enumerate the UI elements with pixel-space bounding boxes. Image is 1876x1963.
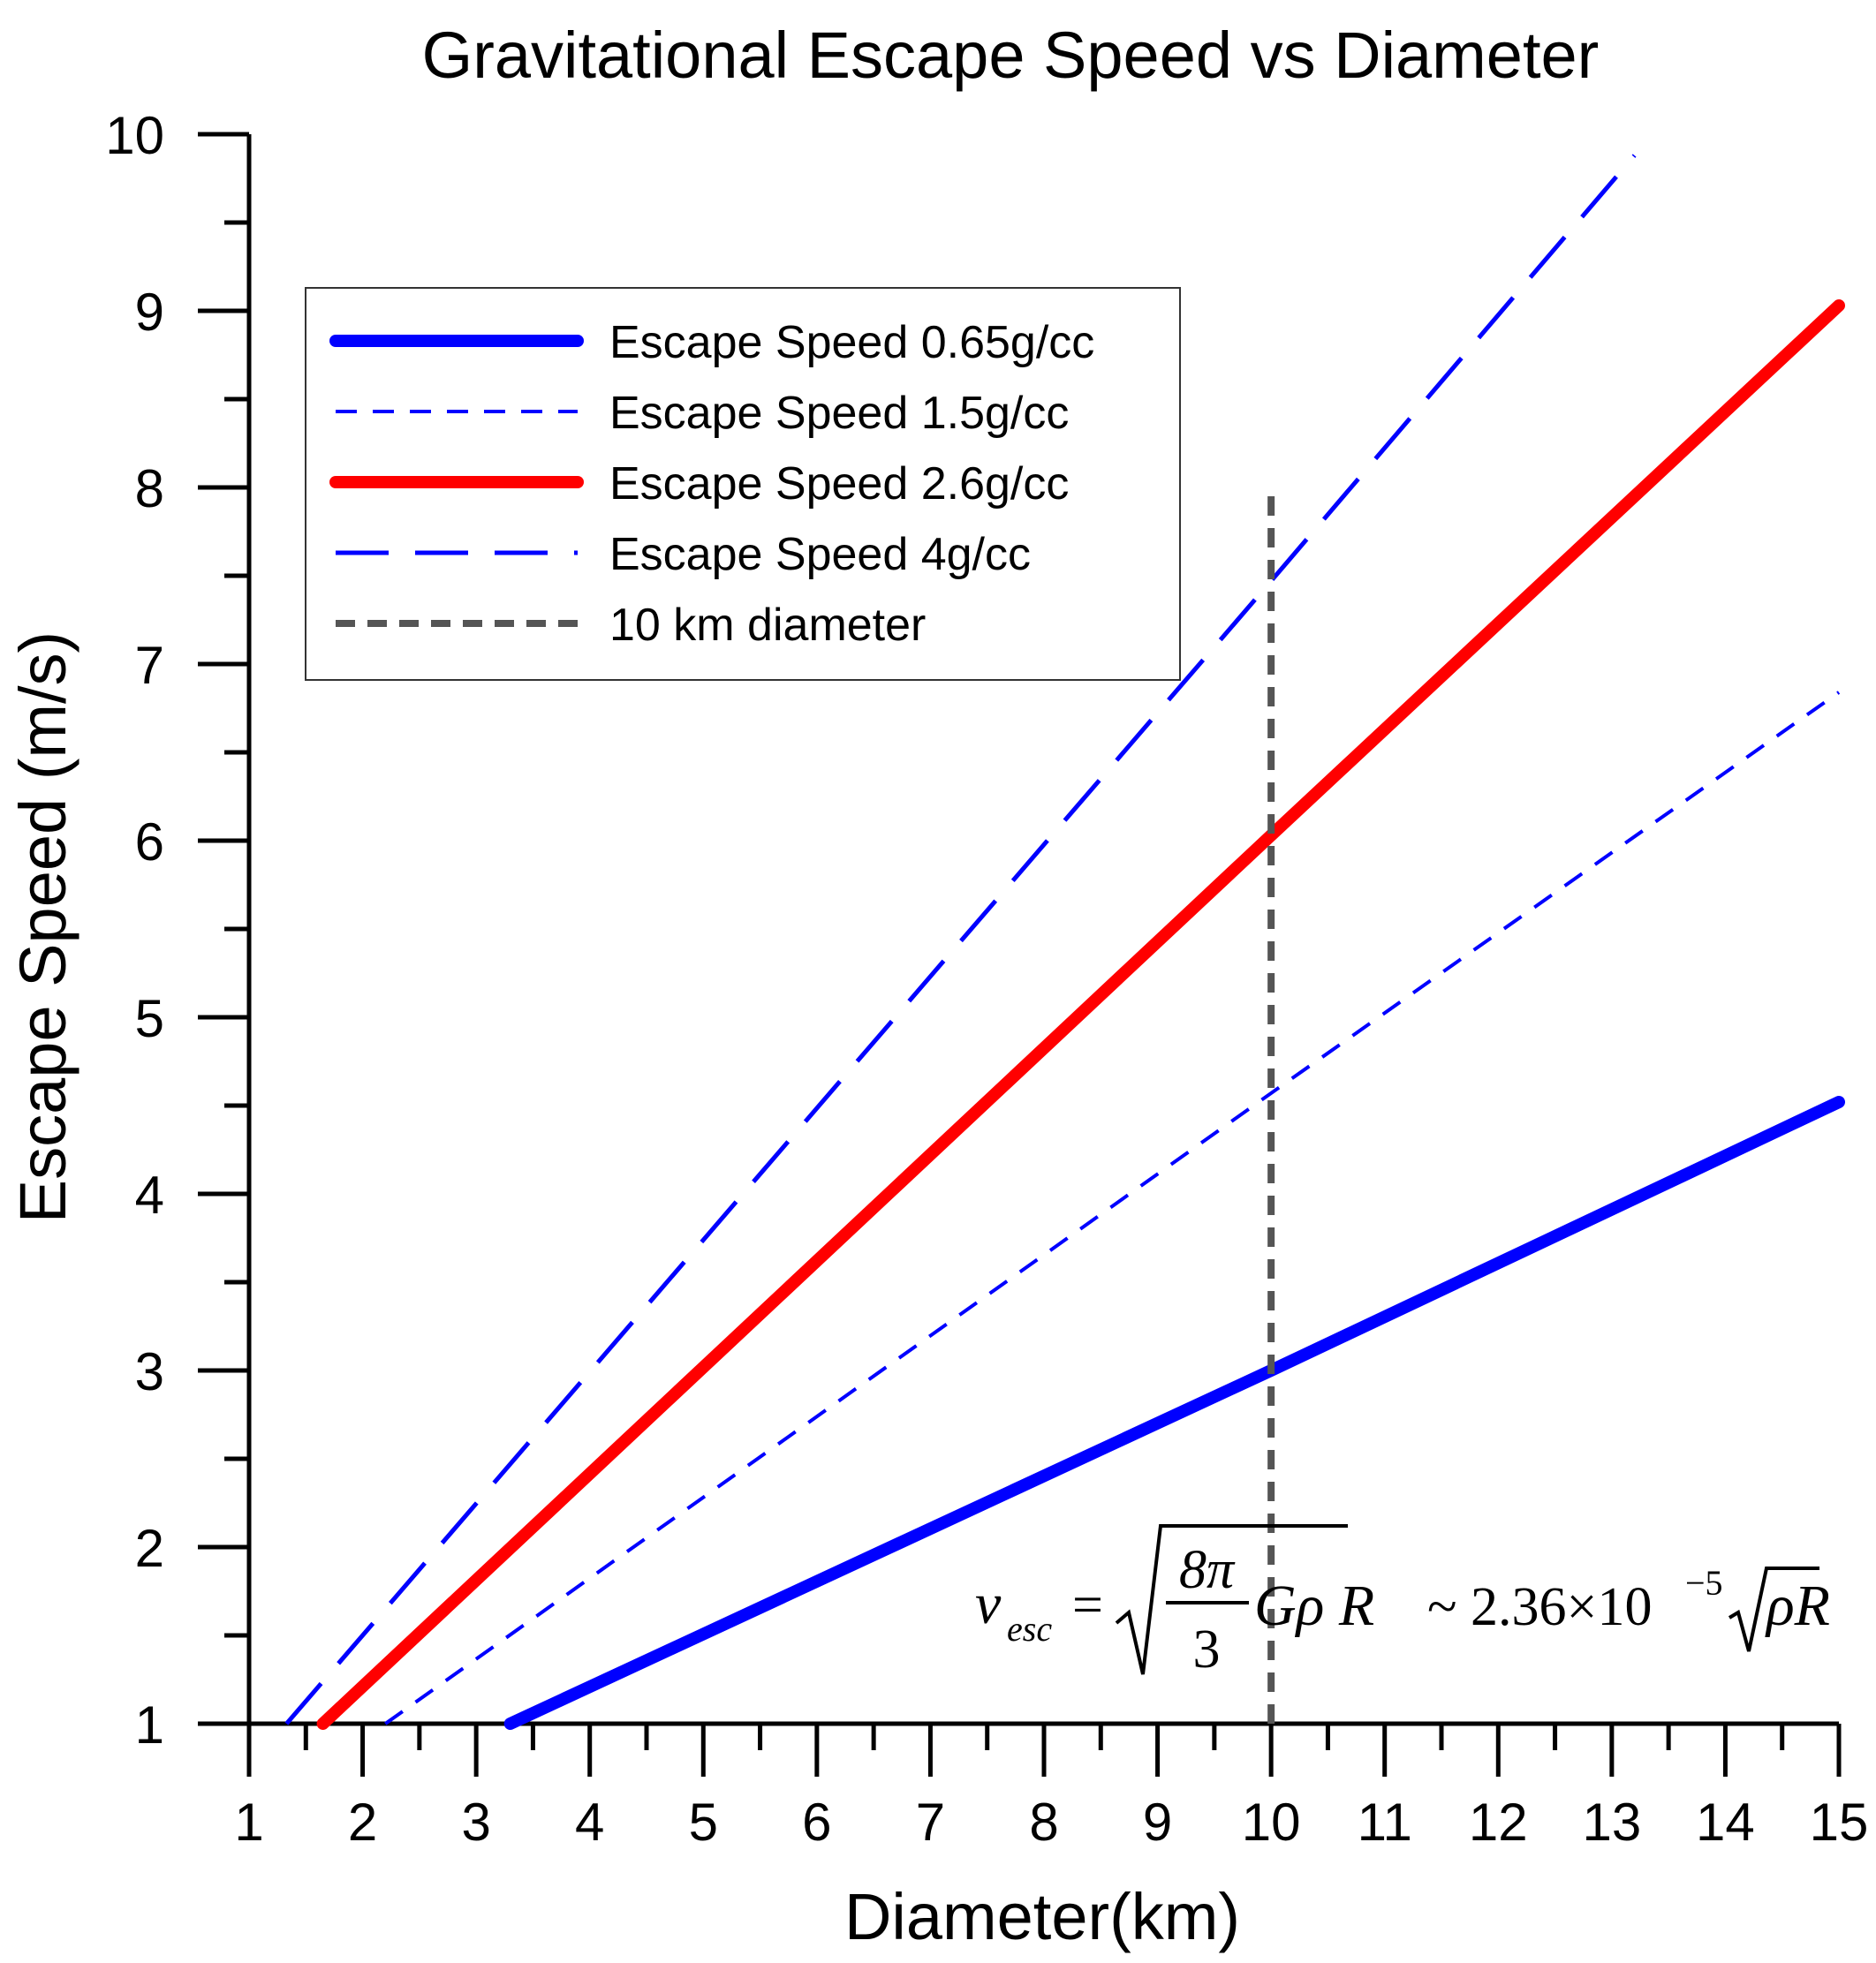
y-tick-label: 7: [135, 636, 164, 695]
x-axis-ticks: [246, 1724, 1842, 1777]
x-tick-label: 3: [461, 1793, 490, 1852]
y-tick-label: 5: [135, 989, 164, 1048]
x-tick-label: 1: [234, 1793, 263, 1852]
y-axis-ticks: [198, 132, 249, 1726]
legend-label-0.65gcc: Escape Speed 0.65g/cc: [609, 317, 1094, 368]
formula-fraction-denominator: 3: [1193, 1619, 1221, 1680]
formula-rho-r: ρR: [1765, 1574, 1830, 1638]
x-tick-label: 2: [348, 1793, 377, 1852]
formula-approx-constant: ~ 2.36×10: [1427, 1577, 1653, 1637]
x-tick-labels: 1 2 3 4 5 6 7 8 9 10 11 12 13 14 15: [234, 1793, 1868, 1852]
legend-label-2.6gcc: Escape Speed 2.6g/cc: [609, 458, 1069, 510]
legend: Escape Speed 0.65g/cc Escape Speed 1.5g/…: [305, 287, 1181, 681]
x-tick-label: 11: [1358, 1793, 1412, 1852]
plot-area: [284, 154, 1845, 1730]
x-tick-label: 6: [802, 1793, 831, 1852]
y-tick-label: 6: [135, 812, 164, 872]
formula-equals: =: [1072, 1575, 1103, 1635]
x-tick-label: 5: [689, 1793, 718, 1852]
series-line-2.6gcc: [316, 299, 1845, 1730]
series-line-4gcc: [284, 154, 1637, 1725]
formula-v-subscript: esc: [1007, 1609, 1052, 1649]
formula-annotation: v esc = 8π 3 Gρ R ~ 2.36×10 −5 ρR: [975, 1524, 1830, 1680]
formula-sqrt-sign: [1115, 1524, 1348, 1675]
x-tick-label: 15: [1810, 1793, 1869, 1852]
x-tick-label: 13: [1582, 1793, 1641, 1852]
x-tick-label: 4: [575, 1793, 604, 1852]
formula-v: v: [975, 1572, 1002, 1636]
formula-exponent: −5: [1685, 1563, 1723, 1603]
y-tick-label: 1: [135, 1695, 164, 1755]
y-tick-labels: 1 2 3 4 5 6 7 8 9 10: [105, 106, 164, 1755]
legend-label-1.5gcc: Escape Speed 1.5g/cc: [609, 388, 1069, 439]
legend-label-4gcc: Escape Speed 4g/cc: [609, 529, 1031, 580]
x-tick-label: 14: [1696, 1793, 1755, 1852]
x-tick-label: 7: [916, 1793, 945, 1852]
formula-fraction-numerator: 8π: [1179, 1540, 1236, 1600]
formula-sqrt-sign-2: [1728, 1567, 1819, 1652]
x-tick-label: 9: [1143, 1793, 1172, 1852]
x-axis-label: Diameter(km): [844, 1880, 1240, 1953]
x-tick-label: 12: [1469, 1793, 1528, 1852]
y-tick-label: 4: [135, 1166, 164, 1225]
y-axis-label: Escape Speed (m/s): [6, 631, 79, 1223]
y-tick-label: 10: [105, 106, 164, 165]
legend-label-10km: 10 km diameter: [609, 600, 926, 651]
y-tick-label: 3: [135, 1342, 164, 1401]
x-tick-label: 8: [1029, 1793, 1058, 1852]
series-line-1.5gcc: [384, 691, 1841, 1725]
y-tick-label: 2: [135, 1519, 164, 1578]
x-tick-label: 10: [1242, 1793, 1301, 1852]
y-tick-label: 9: [135, 283, 164, 342]
y-tick-label: 8: [135, 459, 164, 518]
formula-g-rho-r: Gρ R: [1254, 1574, 1374, 1638]
chart-title: Gravitational Escape Speed vs Diameter: [422, 19, 1600, 92]
